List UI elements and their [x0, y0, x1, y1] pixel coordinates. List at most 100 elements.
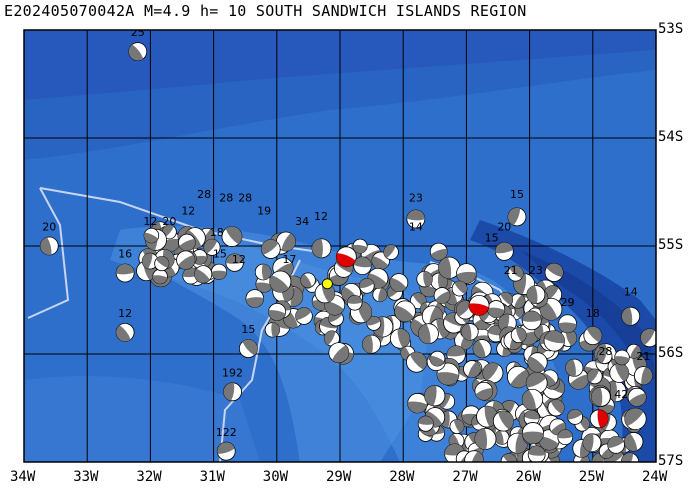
focal-mechanism-beachball — [311, 238, 332, 259]
focal-mechanism-beachball — [510, 293, 526, 309]
focal-mechanism-beachball — [39, 236, 59, 256]
mechanism-depth-label: 122 — [216, 426, 237, 439]
focal-mechanism-beachball — [194, 265, 213, 284]
focal-mechanism-beachball — [261, 239, 281, 259]
focal-mechanism-beachball — [394, 300, 416, 322]
mechanism-depth-label: 192 — [222, 366, 243, 379]
focal-mechanism-beachball — [225, 253, 244, 272]
mechanism-depth-label: 21 — [636, 350, 650, 363]
focal-mechanism-beachball — [507, 265, 524, 282]
focal-mechanism-beachball — [203, 238, 221, 256]
mechanism-depth-label: 20 — [42, 221, 56, 234]
mechanism-depth-label: 28 — [197, 188, 211, 201]
latitude-label: 55S — [658, 237, 684, 253]
mechanism-depth-label: 12 — [232, 253, 246, 266]
focal-mechanism-beachball — [567, 409, 583, 425]
focal-mechanism-beachball — [429, 350, 446, 367]
longitude-label: 25W — [578, 469, 605, 485]
focal-mechanism-beachball — [474, 381, 494, 401]
mechanism-depth-label: 34 — [295, 215, 309, 228]
focal-mechanism-beachball — [353, 256, 372, 276]
latitude-label: 57S — [658, 453, 684, 469]
focal-mechanism-beachball — [456, 263, 477, 284]
plate-boundary-west — [27, 187, 70, 319]
focal-mechanism-beachball — [389, 273, 409, 292]
focal-mechanism-beachball — [624, 407, 647, 431]
focal-mechanism-beachball — [176, 250, 196, 270]
longitude-label: 27W — [452, 469, 478, 485]
mechanism-depth-label: 16 — [118, 248, 132, 261]
focal-mechanism-beachball — [223, 382, 242, 402]
focal-mechanism-beachball — [438, 256, 461, 279]
mechanism-depth-label: 15 — [510, 188, 524, 201]
focal-mechanism-beachball — [346, 295, 363, 311]
focal-mechanism-beachball — [352, 238, 368, 254]
beachball-layer — [39, 42, 656, 462]
focal-mechanism-beachball — [557, 429, 574, 446]
mechanism-depth-label: 12 — [118, 307, 132, 320]
focal-mechanism-beachball — [474, 427, 497, 450]
mechanism-depth-label: 28 — [238, 191, 252, 204]
mechanism-depth-label: 19 — [257, 204, 271, 217]
focal-mechanism-beachball — [609, 363, 630, 383]
mechanism-depth-label: 42 — [614, 388, 628, 401]
focal-mechanism-beachball — [433, 287, 451, 304]
focal-mechanism-beachball — [621, 306, 641, 326]
longitude-label: 34W — [10, 469, 36, 485]
focal-mechanism-beachball — [558, 314, 577, 334]
focal-mechanism-beachball — [264, 322, 281, 338]
focal-mechanism-beachball — [407, 393, 428, 414]
focal-mechanism-beachball — [383, 244, 399, 260]
focal-mechanism-beachball — [527, 445, 546, 462]
focal-mechanism-beachball — [487, 300, 506, 319]
focal-mechanism-beachball — [586, 368, 603, 385]
focal-mechanism-beachball — [143, 227, 160, 244]
latitude-label: 56S — [658, 345, 684, 361]
longitude-label: 31W — [199, 469, 225, 485]
focal-mechanism-beachball — [276, 231, 296, 252]
focal-mechanism-beachball — [362, 334, 381, 354]
focal-mechanism-beachball — [295, 307, 313, 325]
focal-mechanism-beachball — [210, 263, 228, 280]
focal-mechanism-beachball — [626, 343, 642, 359]
map-frame — [23, 29, 657, 463]
longitude-label: 24W — [642, 469, 668, 485]
focal-mechanism-beachball — [406, 351, 428, 373]
south-plateau — [24, 376, 260, 462]
focal-mechanism-beachball — [366, 315, 382, 331]
mechanism-depth-label: 18 — [586, 307, 600, 320]
longitude-label: 30W — [262, 469, 289, 485]
focal-mechanism-beachball — [115, 263, 135, 283]
focal-mechanism-beachball — [254, 263, 272, 281]
focal-mechanism-beachball — [372, 287, 388, 303]
mechanism-depth-label: 18 — [210, 226, 224, 239]
focal-mechanism-beachball — [424, 385, 446, 407]
focal-mechanism-beachball — [583, 326, 603, 346]
focal-mechanism-beachball — [472, 339, 492, 359]
focal-mechanism-beachball — [640, 328, 656, 348]
focal-mechanism-beachball — [521, 388, 544, 411]
mechanism-depth-label: 21 — [504, 264, 518, 277]
focal-mechanism-beachball — [523, 409, 540, 426]
focal-mechanism-beachball — [323, 330, 340, 347]
focal-mechanism-beachball — [141, 252, 159, 270]
focal-mechanism-beachball — [482, 362, 504, 384]
focal-mechanism-beachball — [335, 246, 357, 268]
focal-mechanism-beachball — [590, 386, 611, 407]
focal-mechanism-beachball — [255, 275, 273, 293]
map-title: E202405070042A M=4.9 h= 10 SOUTH SANDWIC… — [4, 2, 527, 20]
mechanism-depth-label: 15 — [213, 248, 227, 261]
mechanism-depth-label: 25 — [131, 26, 145, 39]
focal-mechanism-beachball — [492, 410, 514, 432]
focal-mechanism-beachball — [359, 278, 375, 294]
mechanism-depth-label: 28 — [219, 191, 233, 204]
focal-mechanism-beachball — [627, 387, 647, 407]
focal-mechanism-beachball — [589, 409, 609, 429]
focal-mechanism-beachball — [178, 233, 196, 252]
focal-mechanism-beachball — [624, 432, 644, 452]
mechanism-depth-label: 15 — [485, 231, 499, 244]
mechanism-depth-label: 29 — [561, 296, 575, 309]
focal-mechanism-beachball — [522, 310, 542, 331]
